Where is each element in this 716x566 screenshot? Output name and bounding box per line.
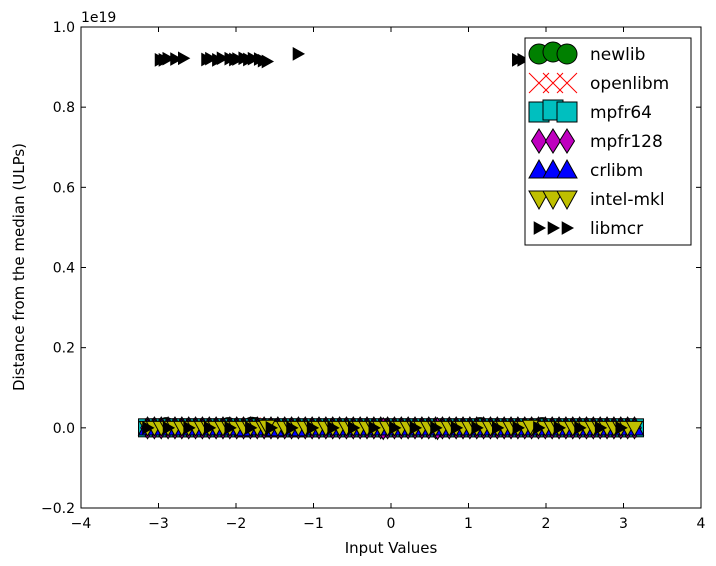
legend-item-libmcr: libmcr [533,219,643,239]
libmcr-outlier-point [170,52,183,66]
x-tick-label: −4 [71,516,92,532]
libmcr-point [389,420,402,435]
libmcr-point [265,420,279,435]
x-tick-label: 2 [542,516,551,532]
legend-marker [533,221,547,235]
y-tick-label: 0.0 [53,421,75,437]
x-tick-label: −2 [226,516,247,532]
y-tick-label: 1.0 [53,20,75,36]
x-tick-label: 1 [464,516,473,532]
intel-mkl-point [625,420,644,437]
libmcr-point [162,420,176,435]
libmcr-point [245,420,258,435]
x-tick-label: −1 [303,516,324,532]
libmcr-point [533,420,546,435]
legend-marker [556,101,578,123]
x-tick-label: 0 [387,516,396,532]
legend-item-mpfr128: mpfr128 [530,128,663,154]
libmcr-outlier-point [178,51,191,66]
libmcr-point [368,420,381,435]
legend-item-openlibm: openlibm [528,72,669,94]
legend-label: intel-mkl [590,190,665,210]
libmcr-point [142,420,155,435]
libmcr-point [553,420,567,435]
y-tick-label: 0.8 [53,100,75,116]
series-libmcr [142,47,628,435]
x-axis-label: Input Values [345,539,438,557]
legend-marker [528,158,550,179]
legend-marker [528,190,550,211]
libmcr-point [286,420,299,435]
libmcr-point [306,420,320,435]
libmcr-outlier-point [162,51,175,66]
legend-marker [558,128,576,154]
libmcr-outlier-point [261,54,275,69]
libmcr-point [430,420,443,435]
libmcr-point [471,420,484,435]
legend-label: crlibm [590,161,643,181]
y-tick-label: 0.4 [53,261,75,277]
libmcr-outlier-point [205,51,218,66]
legend: newlib openlibm mpfr64 mpfr128 crlibm intel-m… [524,37,692,246]
legend-label: openlibm [590,74,669,94]
x-tick-label: 4 [697,516,706,532]
libmcr-outlier-point [292,47,306,61]
ticks-layer: −4 −3 −2 −1 0 1 2 3 4 −0.2 0.0 0.2 0.4 0.6 0.8 1.0 [41,20,706,532]
libmcr-point [512,420,525,435]
legend-marker [544,128,562,154]
x-tick-label: −3 [148,516,169,532]
libmcr-outlier-point [216,51,230,66]
legend-marker [542,190,564,211]
libmcr-point [203,420,217,435]
libmcr-point [574,420,587,435]
y-multiplier-label: 1e19 [81,10,116,26]
libmcr-outlier-point [517,53,530,67]
legend-label: libmcr [590,219,643,239]
legend-label: mpfr64 [590,103,652,123]
legend-marker [530,128,548,154]
libmcr-point [492,420,505,435]
y-tick-label: 0.6 [53,180,75,196]
legend-label: newlib [590,45,645,65]
libmcr-point [183,420,196,435]
libmcr-point [347,420,361,435]
series-layer [137,47,645,441]
legend-item-newlib: newlib [528,41,645,65]
legend-marker [556,158,578,179]
libmcr-point [615,420,628,435]
legend-marker [561,221,575,235]
y-axis-label: Distance from the median (ULPs) [10,143,28,391]
legend-marker [556,190,578,211]
libmcr-point [409,420,423,435]
legend-item-mpfr64: mpfr64 [528,99,652,123]
legend-marker [556,43,578,65]
legend-marker [556,72,578,94]
legend-item-crlibm: crlibm [528,158,643,181]
libmcr-point [594,420,608,435]
x-tick-label: 3 [619,516,628,532]
libmcr-point [224,420,237,435]
libmcr-outlier-point [232,52,245,66]
libmcr-point [327,420,340,435]
legend-label: mpfr128 [590,132,663,152]
y-tick-label: −0.2 [41,501,75,517]
y-tick-label: 0.2 [53,341,75,357]
libmcr-point [450,420,464,435]
libmcr-outlier-point [247,51,261,66]
legend-marker [547,221,561,235]
legend-item-intel-mkl: intel-mkl [528,190,665,211]
legend-marker [542,158,564,179]
